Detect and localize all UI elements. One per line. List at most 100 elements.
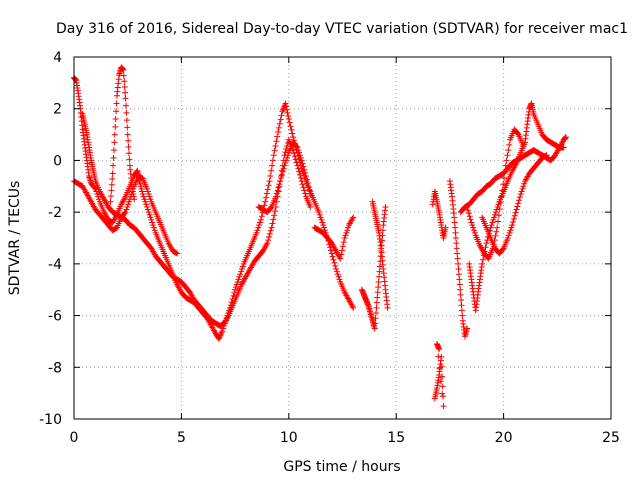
data-point	[143, 201, 150, 208]
data-point	[272, 142, 279, 149]
data-point	[122, 95, 129, 102]
data-point	[277, 116, 284, 123]
data-point	[466, 213, 473, 220]
data-point	[493, 206, 500, 213]
data-point	[306, 187, 313, 194]
data-point	[455, 271, 462, 278]
data-point	[301, 187, 308, 194]
data-point	[142, 198, 149, 205]
data-point	[479, 256, 486, 263]
data-point	[269, 157, 276, 164]
series-trace-b	[71, 136, 314, 329]
data-point	[145, 191, 152, 198]
data-point	[296, 171, 303, 178]
data-point	[296, 149, 303, 156]
series-trace-f	[311, 214, 357, 262]
x-tick-label: 15	[387, 430, 405, 446]
data-point	[295, 165, 302, 172]
data-point	[491, 214, 498, 221]
data-point	[288, 126, 295, 133]
data-point	[121, 210, 128, 217]
data-point	[371, 325, 378, 332]
data-point	[483, 240, 490, 247]
x-tick-label: 20	[495, 430, 513, 446]
data-point	[302, 172, 309, 179]
data-point	[283, 157, 290, 164]
data-point	[457, 291, 464, 298]
data-point	[344, 227, 351, 234]
data-point	[302, 190, 309, 197]
data-point	[519, 141, 526, 148]
data-point	[285, 116, 292, 123]
series-trace-c	[79, 110, 181, 257]
y-tick-label: 2	[53, 102, 62, 118]
data-point	[254, 227, 261, 234]
data-point	[133, 168, 140, 175]
axis-ticks: 0 5 10 15 20 25 -10 -8 -6 -4 -2 0 2 4	[39, 50, 620, 446]
data-point	[125, 143, 132, 150]
data-point	[490, 241, 497, 248]
data-point	[272, 193, 279, 200]
data-point	[110, 147, 117, 154]
data-point	[123, 206, 130, 213]
data-point	[285, 112, 292, 119]
data-point	[122, 89, 129, 96]
data-point	[237, 271, 244, 278]
data-point	[468, 219, 475, 226]
data-point	[125, 201, 132, 208]
data-point	[303, 176, 310, 183]
data-point	[268, 167, 275, 174]
data-point	[113, 108, 120, 115]
data-point	[307, 203, 314, 210]
series-trace-o	[464, 126, 526, 262]
data-point	[327, 247, 334, 254]
data-point	[492, 211, 499, 218]
data-point	[456, 276, 463, 283]
data-point	[499, 187, 506, 194]
y-tick-label: 0	[53, 153, 62, 169]
data-point	[263, 194, 270, 201]
data-point	[456, 281, 463, 288]
data-point	[436, 346, 443, 353]
data-point	[465, 210, 472, 217]
data-point	[459, 312, 466, 319]
data-point	[112, 116, 119, 123]
data-point	[345, 224, 352, 231]
data-point	[327, 244, 334, 251]
data-point	[489, 219, 496, 226]
data-point	[148, 216, 155, 223]
data-point	[373, 309, 380, 316]
data-point	[290, 134, 297, 141]
data-point	[339, 247, 346, 254]
data-point	[374, 294, 381, 301]
data-point	[232, 286, 239, 293]
data-point	[107, 193, 114, 200]
data-point	[471, 229, 478, 236]
x-tick-label: 25	[602, 430, 620, 446]
data-point	[234, 278, 241, 285]
data-point	[295, 147, 302, 154]
data-point	[125, 198, 132, 205]
data-point	[489, 245, 496, 252]
data-point	[302, 169, 309, 176]
data-point	[151, 227, 158, 234]
data-point	[329, 253, 336, 260]
data-point	[121, 83, 128, 90]
data-point	[287, 123, 294, 130]
data-point	[147, 196, 154, 203]
data-point	[257, 219, 264, 226]
data-point	[107, 198, 114, 205]
data-point	[276, 181, 283, 188]
data-point	[469, 222, 476, 229]
data-point	[562, 134, 569, 141]
data-point	[144, 185, 151, 192]
data-point	[150, 222, 157, 229]
data-point	[505, 147, 512, 154]
data-point	[298, 178, 305, 185]
data-point	[305, 183, 312, 190]
data-point	[504, 235, 511, 241]
data-point	[333, 268, 340, 275]
data-point	[342, 232, 349, 239]
series-trace-j	[429, 188, 449, 241]
data-point	[296, 168, 303, 175]
